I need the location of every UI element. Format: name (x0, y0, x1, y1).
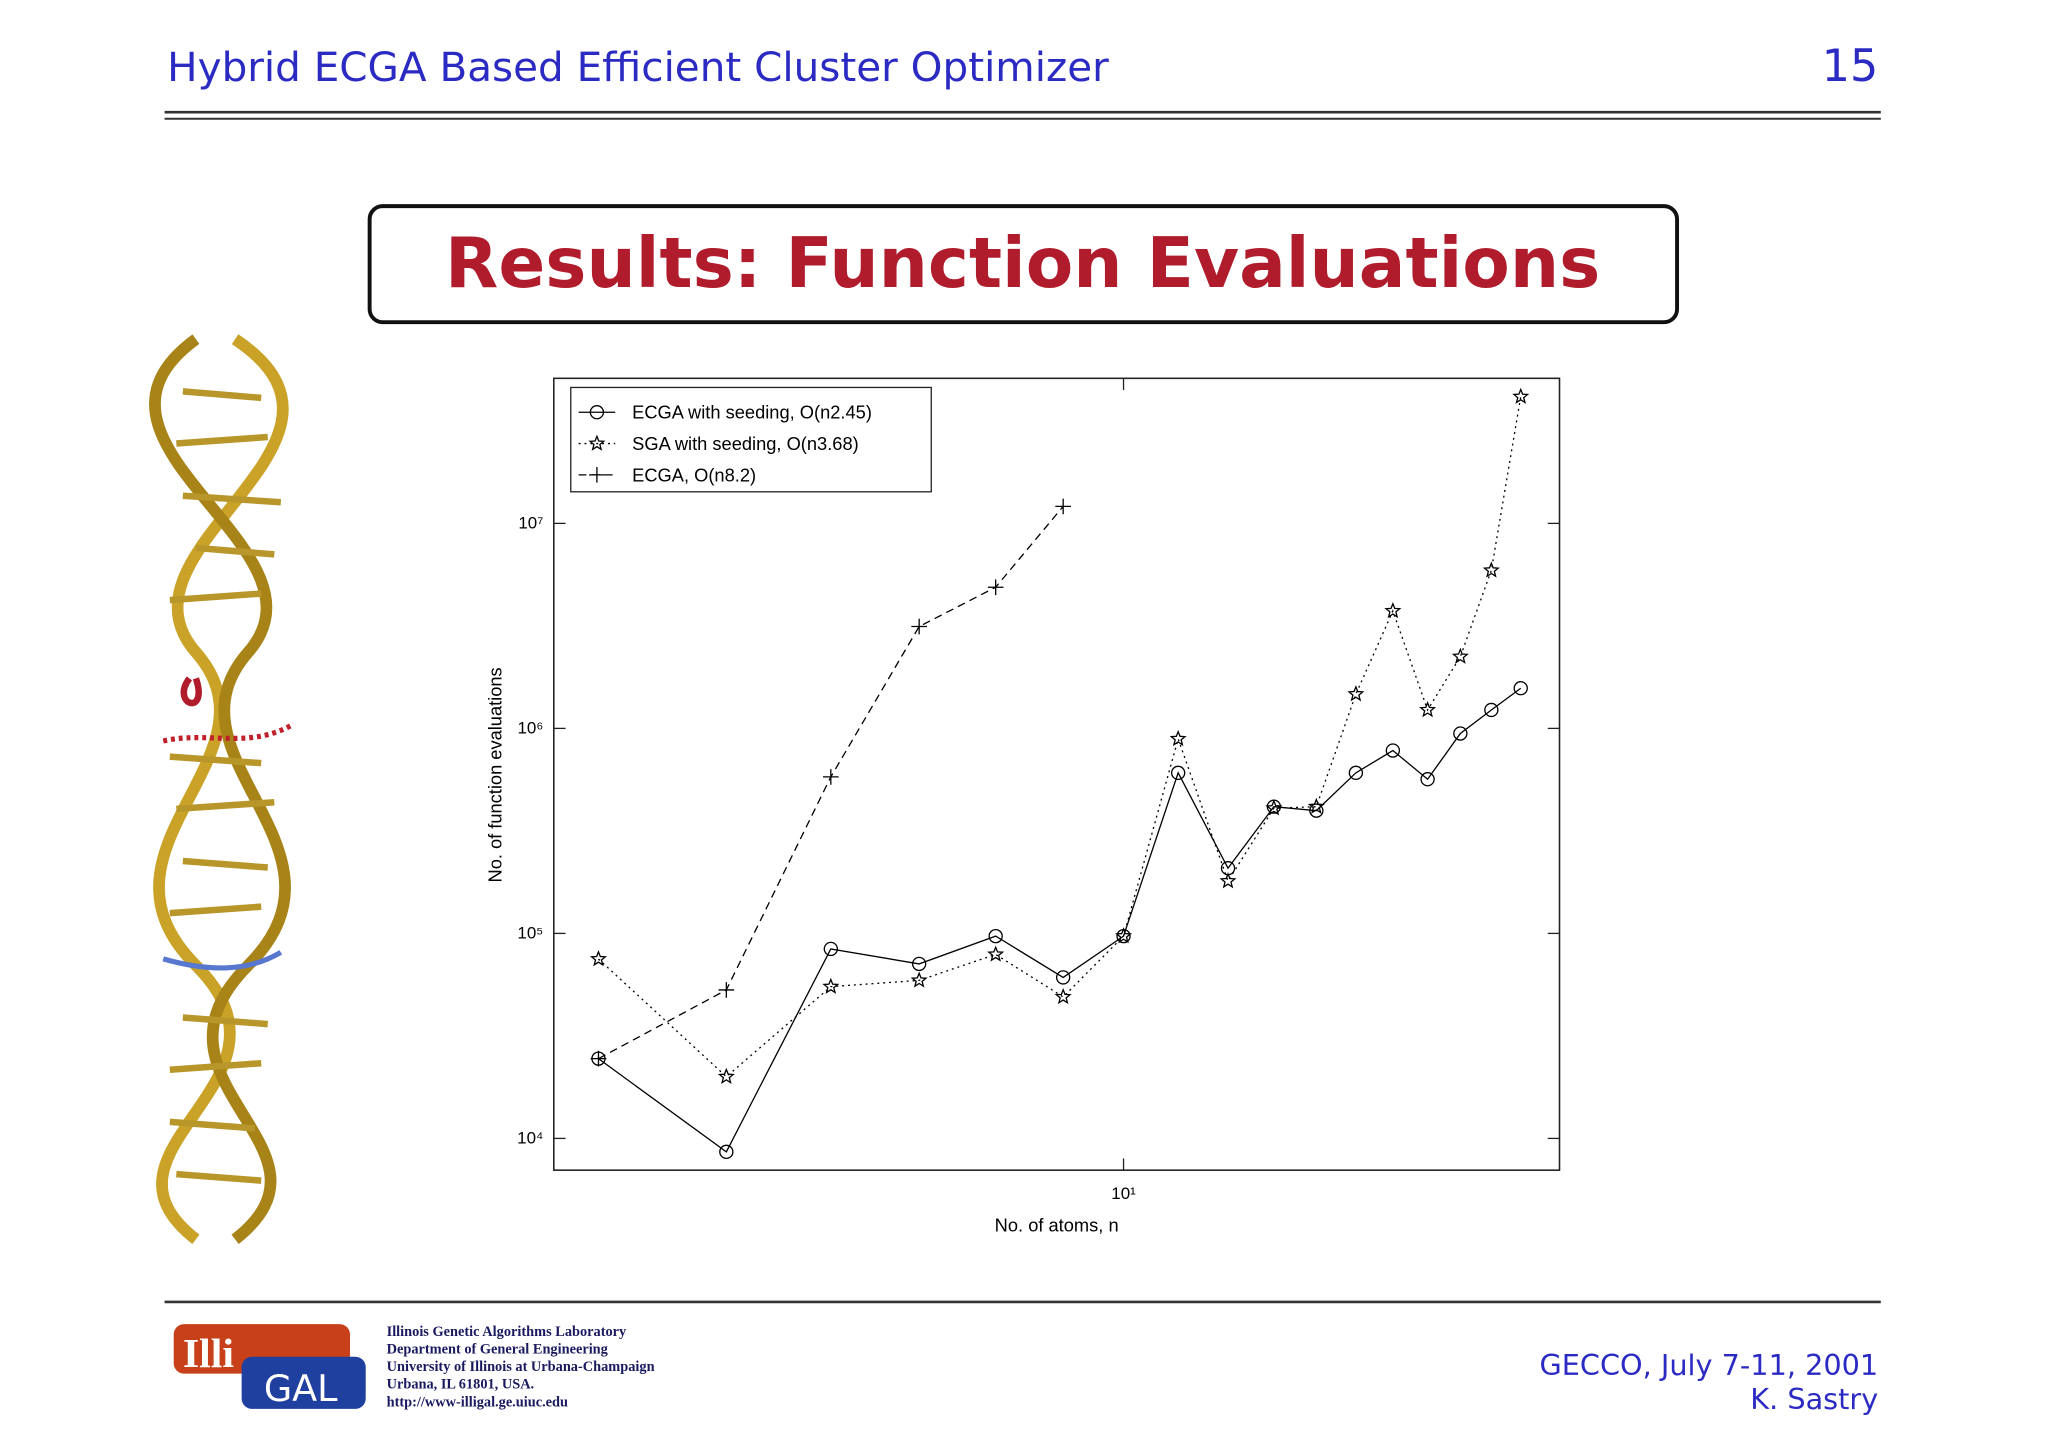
y-tick-label: 10⁴ (517, 1129, 543, 1148)
plot-area (553, 377, 1561, 1171)
lab-line: http://www-illigal.ge.uiuc.edu (387, 1394, 568, 1410)
marker (1384, 601, 1402, 619)
series-line (598, 505, 1064, 1060)
marker (1484, 702, 1499, 718)
slide-title: Results: Function Evaluations (445, 224, 1600, 304)
marker (822, 769, 839, 785)
legend-marker (588, 434, 606, 451)
author: K. Sastry (1750, 1382, 1878, 1416)
y-tick-label: 10⁷ (518, 514, 543, 533)
legend-marker (589, 467, 605, 483)
marker (1347, 685, 1365, 702)
legend-label: ECGA with seeding, O(n2.45) (632, 402, 872, 423)
marker (1115, 927, 1133, 944)
series-line (598, 687, 1522, 1153)
marker (1219, 872, 1237, 889)
marker (589, 950, 607, 967)
lab-line: University of Illinois at Urbana-Champai… (387, 1359, 655, 1375)
conference: GECCO, July 7-11, 2001 (1540, 1348, 1879, 1382)
series-line (598, 396, 1522, 1078)
legend-box (570, 386, 932, 493)
x-tick-label: 10¹ (1111, 1184, 1136, 1203)
y-tick-label: 10⁶ (517, 719, 543, 738)
marker (911, 956, 927, 972)
marker (911, 618, 927, 635)
marker (1170, 765, 1186, 781)
marker (1385, 743, 1401, 758)
legend-label: SGA with seeding, O(n3.68) (632, 433, 859, 454)
lab-address: Illinois Genetic Algorithms LaboratoryDe… (387, 1324, 655, 1410)
marker (1054, 987, 1072, 1005)
logo: Illi GAL (173, 1324, 366, 1410)
legend-label: ECGA, O(n8.2) (632, 464, 756, 485)
marker (1309, 803, 1324, 818)
lab-line: Department of General Engineering (387, 1341, 609, 1357)
logo-block (241, 1356, 366, 1409)
marker (987, 945, 1005, 962)
marker (1055, 498, 1072, 515)
x-axis-label: No. of atoms, n (995, 1215, 1119, 1236)
marker (987, 579, 1004, 596)
logo-text: Illi (183, 1331, 234, 1377)
marker (1419, 701, 1437, 718)
marker (910, 971, 928, 988)
lab-line: Illinois Genetic Algorithms Laboratory (387, 1324, 627, 1340)
marker (717, 1067, 735, 1084)
marker (1482, 561, 1500, 578)
marker (590, 1050, 607, 1067)
marker (1307, 797, 1325, 814)
marker (988, 928, 1003, 944)
marker (1453, 726, 1468, 741)
marker (1451, 647, 1469, 664)
marker (822, 977, 840, 994)
logo-text: GAL (264, 1367, 338, 1410)
marker (1512, 387, 1530, 404)
marker (823, 941, 839, 957)
title-box (367, 204, 1680, 325)
marker (719, 1144, 734, 1160)
legend-marker (589, 405, 605, 420)
dna-illustration (149, 334, 296, 1244)
marker (1055, 970, 1071, 985)
marker (718, 982, 735, 998)
marker (1169, 729, 1187, 747)
lab-line: Urbana, IL 61801, USA. (387, 1377, 535, 1393)
y-axis-label: No. of function evaluations (485, 667, 506, 882)
marker (1265, 799, 1283, 816)
marker (1348, 765, 1364, 781)
header-title: Hybrid ECGA Based Efficient Cluster Opti… (167, 43, 1109, 91)
y-tick-label: 10⁵ (517, 924, 543, 943)
chart: No. of atoms, n No. of function evaluati… (485, 377, 1561, 1236)
marker (1513, 681, 1528, 696)
page-number: 15 (1822, 41, 1879, 92)
marker (1420, 772, 1435, 787)
